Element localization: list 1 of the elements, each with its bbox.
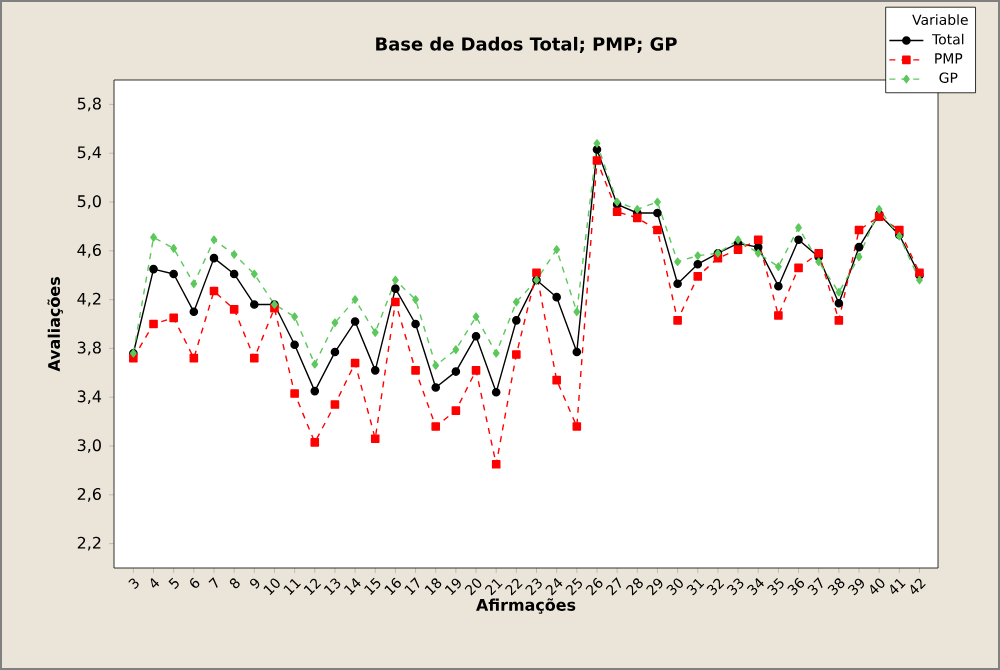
chart-title: Base de Dados Total; PMP; GP — [376, 36, 677, 54]
